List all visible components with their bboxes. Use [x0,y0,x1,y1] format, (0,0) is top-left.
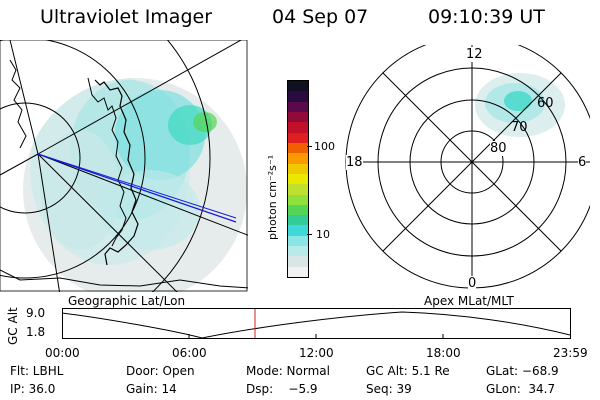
orbit-track [37,153,237,223]
geographic-map [0,40,248,292]
altitude-plot [62,308,571,339]
lat-circle [151,40,211,292]
ip-info: IP: 36.0 [10,382,56,396]
meridian-line [37,153,178,292]
colorbar-swatch [288,266,308,277]
filter-info: Flt: LBHL [10,364,64,378]
colorbar-swatch [288,204,308,216]
colorbar-tick [307,146,312,147]
mlat-label-80: 80 [490,141,507,156]
colorbar-swatch [288,235,308,247]
altitude-xtick: 12:00 [299,346,334,360]
colorbar-swatch [288,81,308,92]
altitude-xtick: 18:00 [426,346,461,360]
colorbar-swatch [288,256,308,267]
colorbar-swatch [288,101,308,112]
altitude-ylabel: GC Alt [6,307,20,345]
colorbar-swatch [288,112,308,123]
meridian-line [9,40,39,155]
altitude-xtick: 00:00 [45,346,80,360]
colorbar-swatch [288,153,308,164]
colorbar-swatch [288,215,308,226]
altitude-xtick: 23:59 [553,346,588,360]
polar-axis [382,72,562,252]
altitude-xtick: 06:00 [172,346,207,360]
meridian-line [0,153,39,176]
coastline [9,59,27,149]
apex-coords-label: Apex MLat/MLT [424,294,514,308]
time-label: 09:10:39 UT [428,6,545,28]
altitude-ytick: 1.8 [26,325,46,339]
mlt-label-12: 12 [466,47,483,62]
coastline [0,269,248,289]
altitude-ytick: 9.0 [26,306,46,320]
colorbar-swatch [288,184,308,195]
coastline [87,77,127,247]
geo-coords-label: Geographic Lat/Lon [68,294,186,308]
glat-info: GLat: −68.9 [486,364,559,378]
colorbar-swatch [288,173,308,185]
door-info: Door: Open [126,364,195,378]
meridian-line [37,153,248,236]
gain-info: Gain: 14 [126,382,177,396]
colorbar-swatch [288,132,308,143]
coastline [94,79,139,266]
meridian-line [37,153,61,292]
colorbar-swatch [288,91,308,102]
mlt-label-18: 18 [346,155,363,170]
colorbar [287,80,309,278]
seq-info: Seq: 39 [366,382,412,396]
colorbar-swatch [288,142,308,154]
gc-alt-info: GC Alt: 5.1 Re [366,364,450,378]
altitude-curve [62,311,571,339]
colorbar-tick [307,234,312,235]
dsp-info: Dsp: −5.9 [246,382,318,396]
polar-plot [345,45,590,289]
date-label: 04 Sep 07 [272,6,369,28]
mlt-label-0: 0 [468,276,477,291]
mode-info: Mode: Normal [246,364,330,378]
instrument-title: Ultraviolet Imager [40,6,213,28]
colorbar-swatch [288,225,308,236]
colorbar-label: photon cm⁻²s⁻¹ [266,154,279,240]
colorbar-tick-label: 100 [314,140,335,153]
colorbar-tick-label: 10 [316,228,330,241]
colorbar-swatch [288,194,308,205]
colorbar-swatch [288,246,308,257]
glon-info: GLon: 34.7 [486,382,556,396]
mlat-label-60: 60 [537,96,554,111]
orbit-track [37,153,237,219]
meridian-line [37,40,243,155]
mlt-label-6: 6 [578,155,587,170]
colorbar-swatch [288,163,308,174]
colorbar-swatch [288,122,308,133]
lat-circle [0,40,146,279]
mlat-label-70: 70 [511,120,528,135]
